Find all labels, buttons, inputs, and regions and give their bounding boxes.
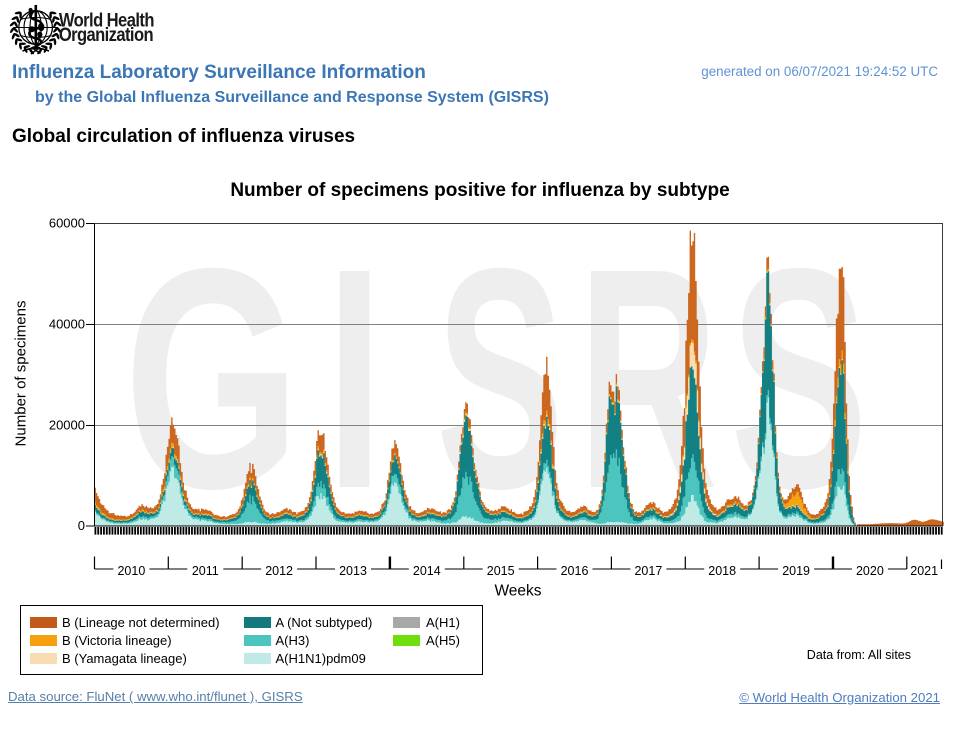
svg-text:2018: 2018	[708, 564, 736, 578]
svg-text:2012: 2012	[265, 564, 293, 578]
svg-text:Organization: Organization	[59, 24, 154, 46]
svg-text:2019: 2019	[782, 564, 810, 578]
svg-text:World Health: World Health	[59, 9, 155, 31]
svg-text:2014: 2014	[413, 564, 441, 578]
svg-text:2016: 2016	[561, 564, 589, 578]
svg-text:60000: 60000	[49, 216, 85, 231]
svg-text:Weeks: Weeks	[494, 583, 541, 600]
svg-text:Number of specimens: Number of specimens	[13, 301, 30, 447]
svg-text:2010: 2010	[117, 564, 145, 578]
svg-text:40000: 40000	[49, 317, 85, 332]
svg-text:2015: 2015	[487, 564, 515, 578]
svg-text:2011: 2011	[192, 564, 219, 578]
svg-text:I: I	[326, 203, 383, 554]
svg-text:Number of specimens positive f: Number of specimens positive for influen…	[230, 180, 729, 201]
svg-text:2021: 2021	[910, 564, 938, 578]
svg-text:2013: 2013	[339, 564, 367, 578]
svg-text:2017: 2017	[634, 564, 662, 578]
svg-text:20000: 20000	[49, 418, 85, 433]
svg-text:G: G	[124, 203, 300, 554]
svg-text:2020: 2020	[856, 564, 884, 578]
svg-text:0: 0	[78, 518, 85, 533]
